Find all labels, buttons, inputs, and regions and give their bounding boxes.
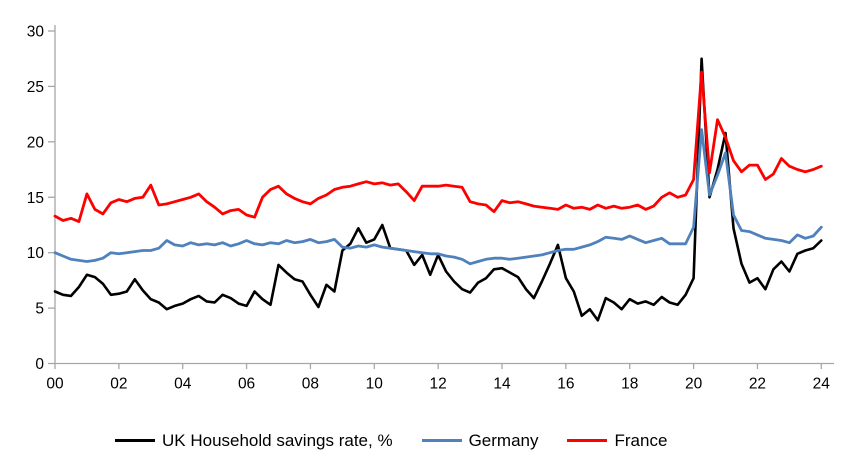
y-axis-tick-label: 10: [27, 245, 45, 262]
x-axis-tick-label: 04: [174, 376, 192, 393]
germany-line-swatch: [421, 439, 462, 442]
legend-item-uk: UK Household savings rate, %: [115, 430, 393, 451]
y-axis-tick-label: 15: [27, 190, 44, 207]
x-axis-tick-label: 00: [46, 376, 64, 393]
legend-item-france: France: [567, 430, 667, 451]
x-axis-tick-label: 06: [238, 376, 255, 393]
y-axis-tick-label: 30: [27, 24, 45, 41]
legend: UK Household savings rate, % Germany Fra…: [115, 430, 667, 451]
legend-label-germany: Germany: [468, 431, 539, 450]
y-axis-tick-label: 25: [27, 79, 44, 96]
x-axis-tick-label: 10: [366, 376, 384, 393]
x-axis-tick-label: 08: [302, 376, 319, 393]
savings-chart: 0 5 10 15 20 25 30 00 02 04 06 08 10 12 14 16 18 20 22 24: [27, 24, 834, 393]
x-axis-tick-label: 14: [493, 376, 511, 393]
y-axis-tick-label: 20: [27, 134, 45, 151]
y-axis-tick-label: 0: [35, 356, 44, 373]
uk-line-swatch: [115, 439, 155, 442]
x-axis-tick-label: 18: [621, 376, 638, 393]
x-axis-tick-label: 16: [557, 376, 574, 393]
legend-item-germany: Germany: [421, 430, 539, 451]
series-line-germany: [53, 128, 823, 266]
series-line-france: [53, 70, 823, 224]
legend-label-uk: UK Household savings rate, %: [162, 431, 393, 450]
x-axis-tick-label: 02: [110, 376, 127, 393]
y-axis-tick-label: 5: [35, 301, 44, 318]
x-axis-tick-label: 22: [749, 376, 766, 393]
legend-label-france: France: [614, 431, 668, 450]
series-line-uk-household-savings-rate: [53, 57, 823, 322]
x-axis-tick-label: 24: [813, 376, 831, 393]
x-axis-tick-label: 12: [430, 376, 447, 393]
france-line-swatch: [567, 439, 608, 442]
x-axis-tick-label: 20: [685, 376, 703, 393]
